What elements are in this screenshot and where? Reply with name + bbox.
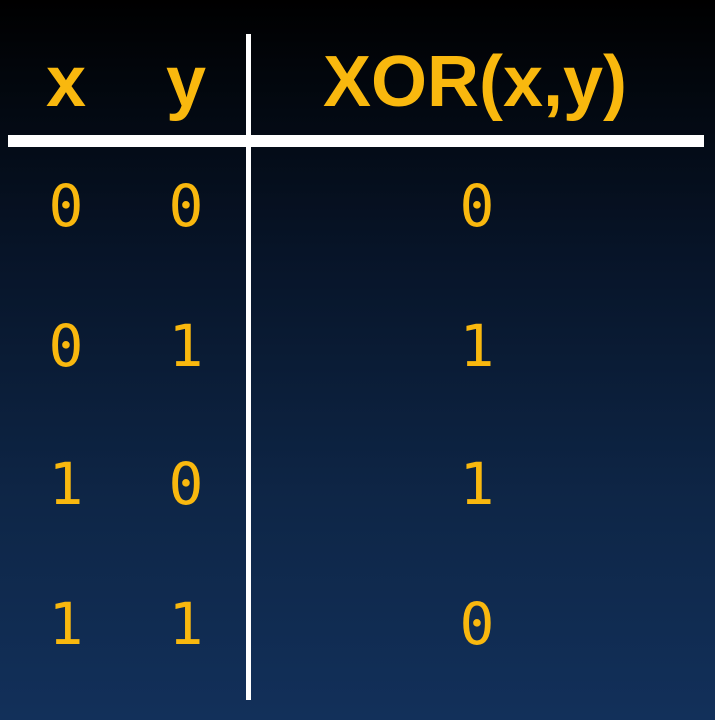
header-y: y xyxy=(165,42,207,122)
cell-row2-xor: 1 xyxy=(459,312,495,380)
cell-row2-x: 0 xyxy=(48,312,84,380)
cell-row1-xor: 0 xyxy=(459,172,495,240)
cell-row1-y: 0 xyxy=(168,172,204,240)
cell-row3-y: 0 xyxy=(168,450,204,518)
column-divider xyxy=(246,34,251,700)
cell-row4-y: 1 xyxy=(168,590,204,658)
cell-row1-x: 0 xyxy=(48,172,84,240)
header-x: x xyxy=(45,42,87,122)
cell-row3-xor: 1 xyxy=(459,450,495,518)
header-divider xyxy=(8,135,704,147)
cell-row4-x: 1 xyxy=(48,590,84,658)
header-xor: XOR(x,y) xyxy=(322,42,628,122)
cell-row4-xor: 0 xyxy=(459,590,495,658)
cell-row2-y: 1 xyxy=(168,312,204,380)
cell-row3-x: 1 xyxy=(48,450,84,518)
